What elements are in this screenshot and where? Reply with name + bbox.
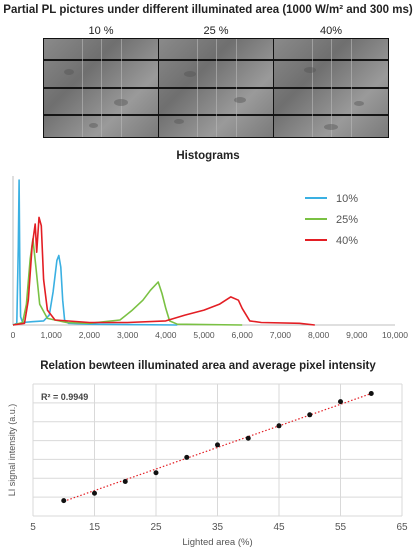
x-tick-label: 15 bbox=[89, 522, 101, 533]
histogram-title: Histograms bbox=[176, 150, 240, 162]
series-line-25 bbox=[12, 238, 243, 326]
x-axis-label: Lighted area (%) bbox=[182, 537, 252, 548]
data-point bbox=[215, 442, 220, 448]
x-tick-label: 4,000 bbox=[155, 330, 177, 340]
histogram-chart: 0 1,000 2,000 3,000 4,000 5,000 6,000 7,000 8,00… bbox=[11, 176, 408, 340]
x-tick-label: 7,000 bbox=[270, 330, 292, 340]
x-tick-label: 10,000 bbox=[382, 330, 408, 340]
y-axis-label: LI signal intensity (a.u.) bbox=[7, 404, 17, 497]
legend-label: 10% bbox=[336, 193, 358, 205]
data-point bbox=[368, 391, 374, 397]
x-tick-label: 3,000 bbox=[117, 330, 139, 340]
x-tick-label: 2,000 bbox=[79, 330, 101, 340]
pl-image-40: 40% bbox=[273, 24, 389, 138]
x-tick-label: 35 bbox=[212, 522, 224, 533]
data-point bbox=[61, 498, 67, 504]
x-tick-label: 6,000 bbox=[232, 330, 254, 340]
data-point bbox=[122, 479, 128, 485]
x-tick-label: 9,000 bbox=[346, 330, 368, 340]
data-point bbox=[338, 399, 343, 405]
x-tick-label: 8,000 bbox=[308, 330, 330, 340]
scatter-chart: 5 15 25 35 45 55 65 R² = 0.9949 Lighted area (%)… bbox=[7, 383, 408, 548]
data-point bbox=[245, 435, 251, 441]
pl-photo bbox=[158, 38, 274, 138]
x-tick-label: 5 bbox=[30, 522, 36, 533]
pl-photo bbox=[43, 38, 159, 138]
series-line-10 bbox=[12, 179, 178, 326]
data-point bbox=[307, 412, 313, 418]
legend-label: 40% bbox=[336, 235, 358, 247]
x-tick-label: 1,000 bbox=[41, 330, 63, 340]
pl-image-label: 10 % bbox=[88, 25, 114, 37]
r-squared-annotation: R² = 0.9949 bbox=[41, 392, 88, 402]
relation-title: Relation bewteen illuminated area and av… bbox=[40, 360, 376, 372]
data-point bbox=[153, 470, 159, 476]
pl-image-10: 10 % bbox=[43, 24, 159, 138]
pl-image-label: 25 % bbox=[203, 25, 229, 37]
pl-photo bbox=[273, 38, 389, 138]
x-tick-label: 5,000 bbox=[193, 330, 215, 340]
pl-image-label: 40% bbox=[319, 25, 343, 37]
x-tick-label: 0 bbox=[11, 330, 16, 340]
pl-image-25: 25 % bbox=[158, 24, 274, 138]
legend-label: 25% bbox=[336, 214, 358, 226]
series-line-40 bbox=[12, 216, 315, 326]
x-tick-label: 55 bbox=[335, 522, 347, 533]
pl-section-title: Partial PL pictures under different illu… bbox=[3, 4, 413, 16]
x-tick-label: 45 bbox=[273, 522, 285, 533]
x-tick-label: 25 bbox=[150, 522, 162, 533]
data-point bbox=[184, 454, 190, 460]
data-point bbox=[276, 423, 282, 429]
x-tick-label: 65 bbox=[396, 522, 408, 533]
data-point bbox=[92, 490, 97, 496]
